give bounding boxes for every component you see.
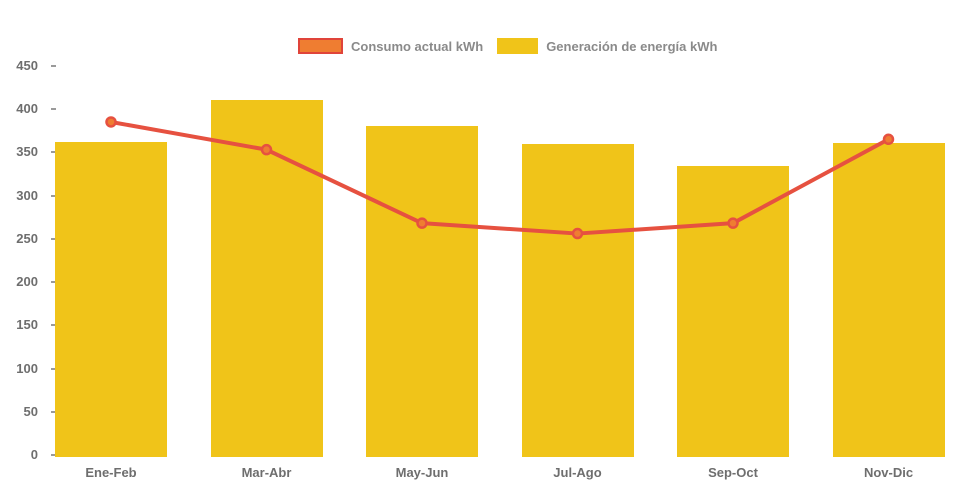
y-axis-label: 350 bbox=[16, 144, 38, 160]
y-axis-label: 50 bbox=[23, 403, 38, 419]
y-axis-tick bbox=[51, 454, 56, 456]
y-axis-tick bbox=[51, 324, 56, 327]
legend-item-generacion[interactable]: Generación de energía kWh bbox=[497, 38, 717, 54]
y-axis-label: 450 bbox=[16, 57, 38, 73]
y-axis-tick bbox=[51, 281, 56, 283]
y-axis-tick bbox=[51, 108, 56, 110]
data-point-Ene-Feb[interactable] bbox=[105, 116, 117, 128]
legend-label-generacion: Generación de energía kWh bbox=[546, 38, 718, 54]
x-axis-label-Nov-Dic: Nov-Dic bbox=[863, 465, 914, 480]
y-axis-label: 400 bbox=[16, 101, 38, 116]
legend-label-consumo: Consumo actual kWh bbox=[351, 38, 484, 54]
y-axis-label: 300 bbox=[16, 187, 38, 203]
legend-swatch-generacion bbox=[497, 38, 539, 54]
y-axis-label: 150 bbox=[16, 317, 38, 333]
data-point-Mar-Abr[interactable] bbox=[260, 143, 273, 156]
data-point-Nov-Dic[interactable] bbox=[882, 133, 895, 146]
y-axis-label: 250 bbox=[16, 230, 38, 246]
y-axis-label: 200 bbox=[16, 274, 38, 289]
data-point-Jul-Ago[interactable] bbox=[571, 227, 584, 240]
y-axis-tick bbox=[51, 410, 56, 413]
legend-swatch-consumo bbox=[298, 38, 343, 54]
bar-Ene-Feb[interactable] bbox=[55, 141, 167, 457]
bar-Nov-Dic[interactable] bbox=[832, 142, 945, 457]
x-axis-label-Jul-Ago: Jul-Ago bbox=[553, 465, 602, 480]
legend-item-consumo[interactable]: Consumo actual kWh bbox=[298, 38, 483, 54]
x-axis-label-Sep-Oct: Sep-Oct bbox=[708, 465, 758, 480]
y-axis-tick bbox=[51, 367, 56, 370]
x-axis-label-Mar-Abr: Mar-Abr bbox=[241, 465, 292, 480]
y-axis-tick bbox=[51, 194, 56, 197]
y-axis-label: 100 bbox=[16, 360, 38, 376]
y-axis-tick bbox=[51, 64, 56, 67]
y-axis-tick bbox=[51, 237, 56, 240]
bar-May-Jun[interactable] bbox=[366, 126, 478, 457]
bar-Jul-Ago[interactable] bbox=[521, 144, 634, 457]
x-axis-label-Ene-Feb: Ene-Feb bbox=[85, 465, 137, 480]
bar-Sep-Oct[interactable] bbox=[677, 166, 789, 457]
chart-legend: Consumo actual kWh Generación de energía … bbox=[298, 38, 731, 54]
y-axis-tick bbox=[51, 151, 56, 154]
y-axis-label: 0 bbox=[30, 447, 38, 462]
x-axis-label-May-Jun: May-Jun bbox=[395, 465, 449, 480]
data-point-May-Jun[interactable] bbox=[416, 217, 428, 229]
data-point-Sep-Oct[interactable] bbox=[727, 217, 739, 229]
